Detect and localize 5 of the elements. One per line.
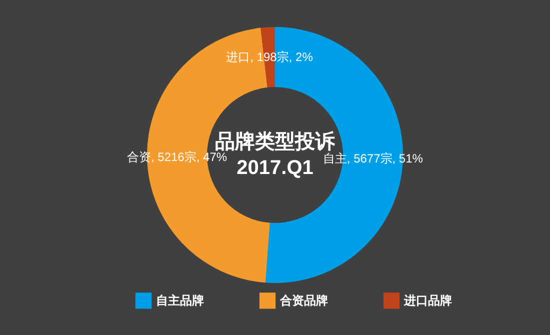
legend-label: 合资品牌	[279, 294, 328, 308]
text: 2017.Q1	[236, 157, 314, 179]
text: 品牌类型投诉	[215, 130, 336, 153]
legend-label: 进口品牌	[403, 294, 452, 308]
legend-label: 自主品牌	[156, 294, 204, 308]
